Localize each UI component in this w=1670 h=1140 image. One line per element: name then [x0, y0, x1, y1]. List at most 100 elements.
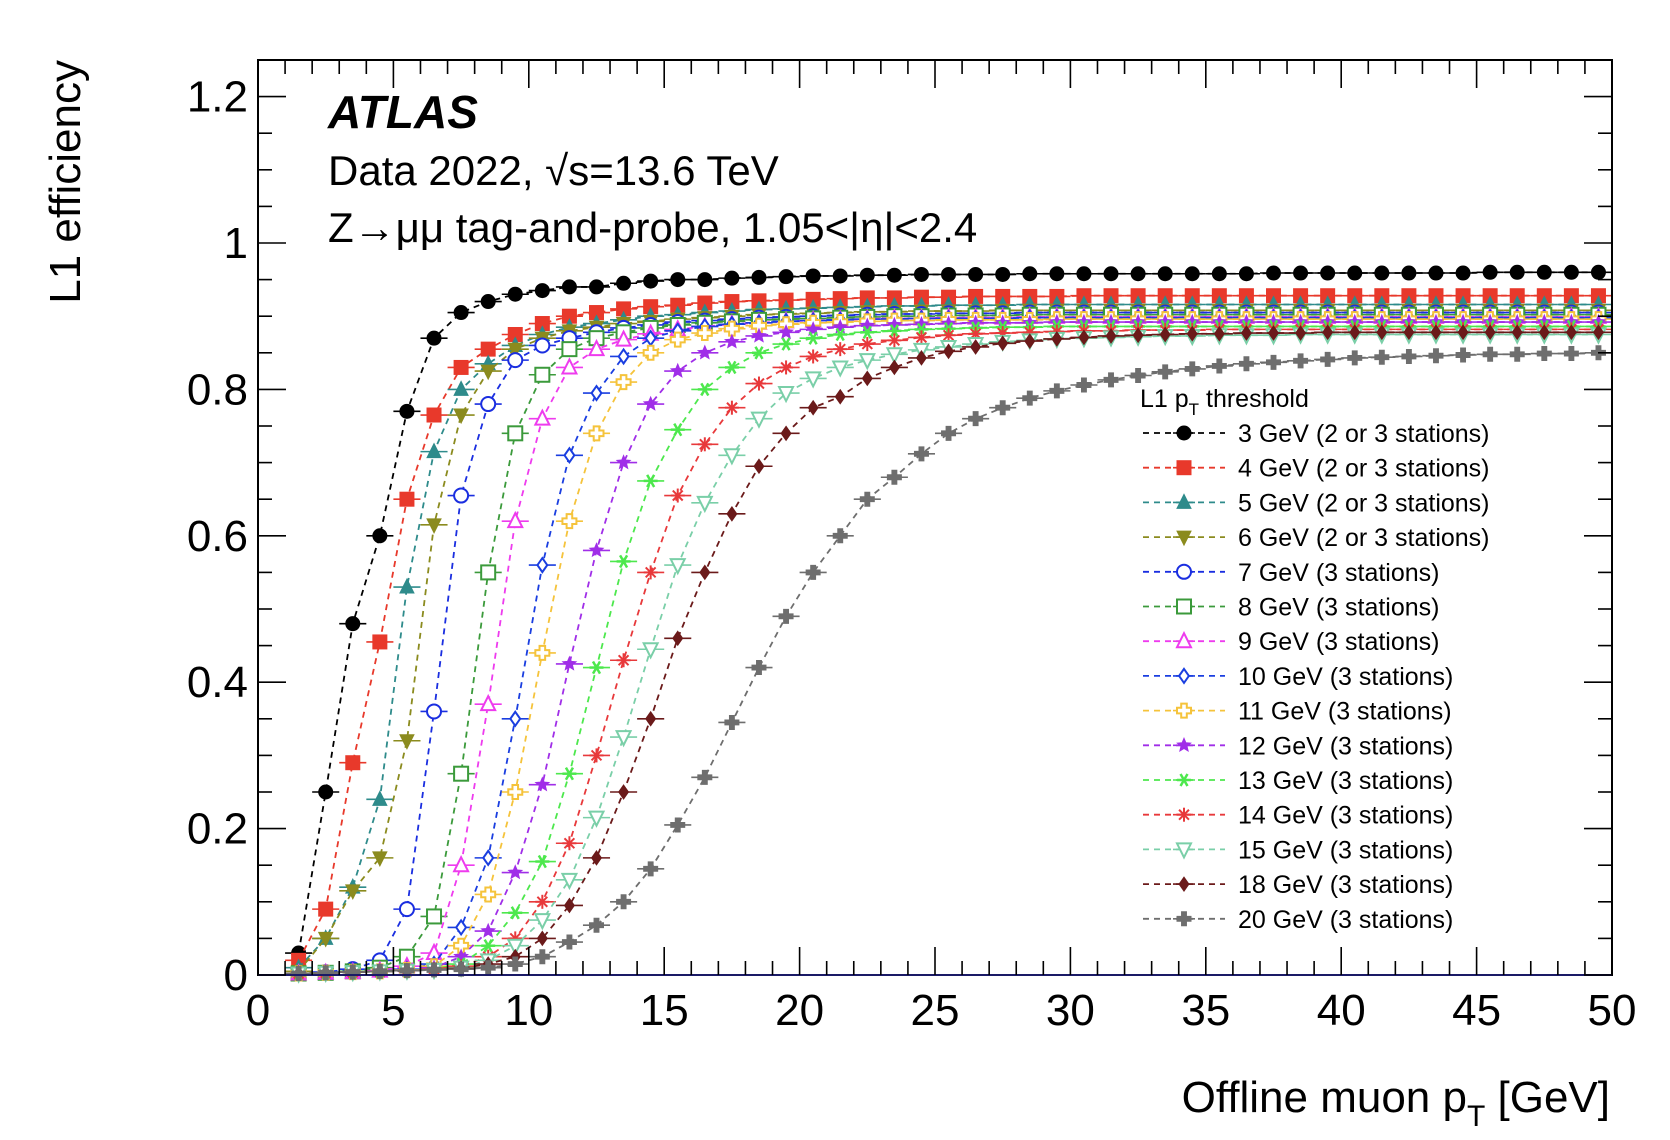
legend-marker	[1176, 530, 1192, 547]
data-point	[587, 338, 606, 357]
data-point	[1293, 265, 1309, 281]
data-point	[1563, 264, 1579, 280]
x-tick-label: 5	[381, 986, 405, 1035]
data-point	[779, 360, 794, 375]
data-point	[534, 337, 551, 354]
data-point	[995, 400, 1011, 416]
legend-label: 3 GeV (2 or 3 stations)	[1238, 420, 1490, 448]
data-point	[777, 386, 795, 404]
data-point	[534, 644, 551, 661]
data-point	[914, 330, 929, 345]
legend-marker	[1177, 773, 1191, 787]
legend-entry: 18 GeV (3 stations)	[1143, 871, 1453, 899]
data-point	[834, 388, 846, 405]
data-point	[590, 384, 603, 402]
data-point	[723, 320, 740, 337]
data-point	[888, 359, 900, 376]
legend-marker	[1177, 807, 1191, 822]
data-point	[806, 331, 821, 345]
data-point	[453, 305, 469, 321]
data-point	[534, 776, 551, 792]
data-point	[372, 528, 388, 544]
x-tick-label: 40	[1317, 986, 1366, 1035]
data-point	[480, 886, 497, 903]
data-point	[805, 564, 821, 580]
data-point	[507, 864, 524, 880]
data-point	[968, 266, 984, 282]
data-point	[453, 408, 469, 425]
data-point	[642, 395, 659, 411]
selection-info-label: Z→μμ tag-and-probe, 1.05<|η|<2.4	[328, 204, 977, 251]
y-tick-label: 1	[224, 219, 248, 268]
data-point	[886, 469, 902, 485]
data-point	[507, 342, 524, 359]
data-point	[1157, 364, 1173, 380]
data-point	[509, 710, 522, 728]
data-point	[645, 710, 657, 727]
data-point	[590, 850, 603, 866]
data-point	[617, 347, 630, 366]
legend-label: 9 GeV (3 stations)	[1238, 628, 1439, 656]
data-point	[697, 437, 712, 452]
legend-entry: 20 GeV (3 stations)	[1143, 906, 1453, 934]
data-point	[1295, 325, 1307, 341]
data-point	[915, 350, 927, 366]
data-point	[750, 411, 768, 429]
data-point	[1157, 266, 1173, 282]
data-point	[372, 963, 388, 979]
data-point	[1563, 346, 1579, 362]
x-tick-label: 15	[640, 986, 689, 1035]
legend-label: 15 GeV (3 stations)	[1238, 836, 1453, 864]
data-point	[563, 446, 576, 465]
data-point	[1186, 325, 1198, 342]
data-point	[643, 861, 659, 877]
x-axis-title-sub: T	[1467, 1100, 1485, 1133]
data-point	[669, 362, 686, 378]
data-point	[1401, 265, 1417, 281]
legend-marker	[1176, 702, 1192, 719]
data-point	[697, 272, 713, 288]
data-point	[751, 346, 766, 360]
data-point	[643, 474, 658, 488]
data-point	[318, 901, 334, 917]
legend-entry: 5 GeV (2 or 3 stations)	[1143, 489, 1490, 517]
legend-label: 12 GeV (3 stations)	[1238, 732, 1453, 760]
y-tick-label: 0.6	[187, 512, 248, 561]
data-point	[344, 884, 361, 900]
data-point	[807, 399, 819, 416]
data-point	[778, 608, 794, 624]
legend-label: 5 GeV (2 or 3 stations)	[1238, 489, 1490, 517]
data-point	[615, 374, 632, 391]
data-point	[1130, 266, 1146, 282]
data-point	[885, 347, 903, 365]
data-point	[614, 730, 633, 748]
legend-entry: 14 GeV (3 stations)	[1143, 802, 1453, 830]
x-tick-label: 10	[504, 986, 553, 1035]
data-point	[1428, 265, 1444, 281]
data-point	[887, 333, 902, 348]
data-point	[480, 960, 496, 976]
y-tick-label: 0.2	[187, 805, 248, 854]
data-point	[778, 269, 794, 285]
x-tick-label: 35	[1181, 986, 1230, 1035]
data-point	[1105, 328, 1117, 344]
data-point	[399, 963, 415, 979]
data-point	[860, 337, 875, 352]
data-point	[372, 790, 388, 806]
data-point	[453, 961, 469, 977]
data-point	[1130, 367, 1146, 383]
data-point	[1347, 265, 1363, 281]
data-point	[1024, 333, 1036, 349]
data-point	[480, 364, 496, 381]
data-series	[285, 264, 1612, 984]
legend-entry: 13 GeV (3 stations)	[1143, 767, 1453, 795]
data-point	[561, 341, 578, 358]
data-point	[1076, 266, 1092, 282]
data-point	[1184, 361, 1200, 377]
data-point	[833, 342, 848, 357]
data-point	[562, 767, 577, 781]
data-point	[805, 321, 822, 337]
data-point	[696, 495, 714, 514]
data-point	[318, 784, 334, 800]
data-point	[832, 528, 848, 544]
